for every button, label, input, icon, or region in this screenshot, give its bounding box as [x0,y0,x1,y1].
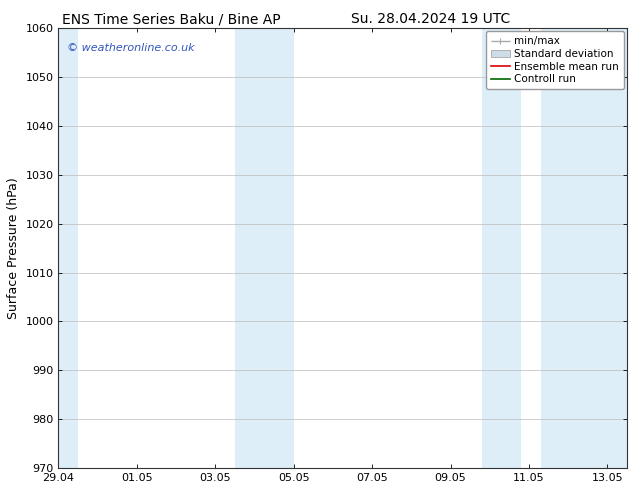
Text: © weatheronline.co.uk: © weatheronline.co.uk [67,44,195,53]
Text: ENS Time Series Baku / Bine AP: ENS Time Series Baku / Bine AP [62,12,280,26]
Bar [482,28,521,468]
Bar [58,28,78,468]
Bar [541,28,627,468]
Bar [235,28,294,468]
Y-axis label: Surface Pressure (hPa): Surface Pressure (hPa) [7,177,20,319]
Legend: min/max, Standard deviation, Ensemble mean run, Controll run: min/max, Standard deviation, Ensemble me… [486,31,624,90]
Text: Su. 28.04.2024 19 UTC: Su. 28.04.2024 19 UTC [351,12,511,26]
